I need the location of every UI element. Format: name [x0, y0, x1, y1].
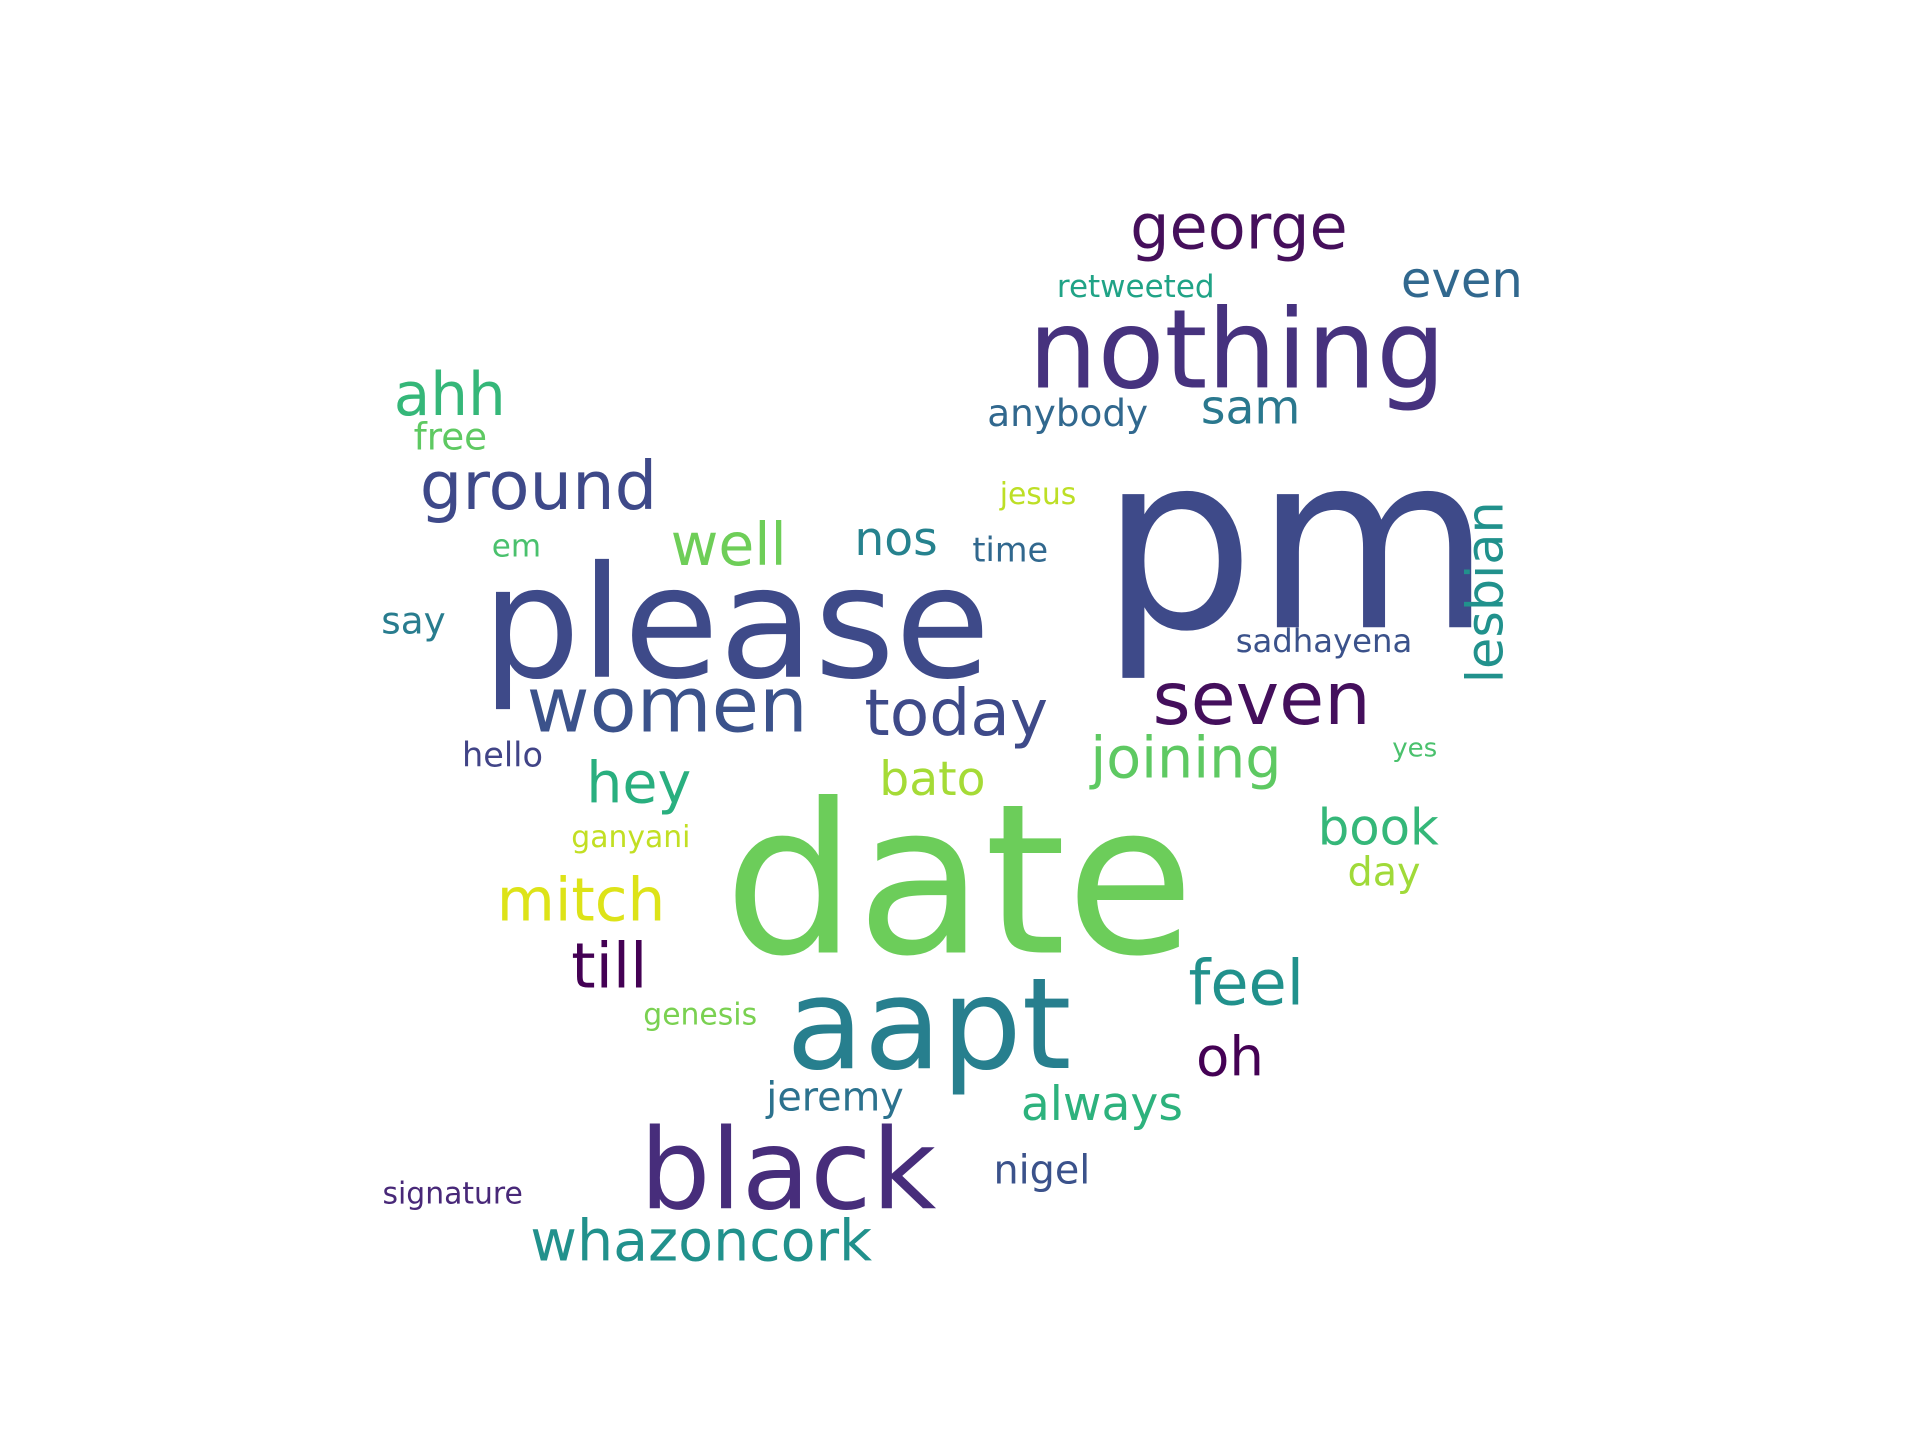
word-jeremy: jeremy: [765, 1074, 903, 1120]
word-feel: feel: [1189, 947, 1305, 1020]
word-joining: joining: [1088, 725, 1281, 791]
word-aapt: aapt: [786, 950, 1071, 1098]
word-em: em: [492, 528, 541, 564]
word-always: always: [1021, 1077, 1183, 1132]
word-black: black: [640, 1105, 937, 1235]
word-nos: nos: [854, 512, 937, 567]
word-mitch: mitch: [497, 866, 666, 935]
word-oh: oh: [1196, 1025, 1264, 1089]
word-book: book: [1318, 799, 1439, 857]
word-day: day: [1348, 850, 1421, 896]
word-date: date: [724, 760, 1194, 1003]
word-nigel: nigel: [994, 1148, 1091, 1194]
word-ground: ground: [420, 447, 657, 525]
word-please: please: [482, 533, 991, 714]
word-women: women: [527, 662, 808, 751]
word-even: even: [1401, 251, 1523, 309]
word-ahh: ahh: [394, 361, 506, 430]
word-till: till: [571, 929, 647, 1002]
word-signature: signature: [383, 1176, 523, 1211]
word-ganyani: ganyani: [571, 820, 690, 855]
word-hello: hello: [462, 735, 543, 774]
word-say: say: [381, 598, 445, 642]
word-well: well: [671, 511, 787, 579]
word-today: today: [864, 676, 1048, 751]
word-jesus: jesus: [999, 477, 1077, 512]
word-genesis: genesis: [643, 998, 757, 1033]
word-yes: yes: [1392, 733, 1437, 763]
word-bato: bato: [879, 752, 985, 807]
word-free: free: [414, 415, 488, 459]
word-nothing: nothing: [1028, 287, 1445, 414]
word-lesbian: lesbian: [1457, 501, 1516, 683]
word-time: time: [972, 530, 1048, 569]
word-retweeted: retweeted: [1057, 269, 1215, 305]
word-whazoncork: whazoncork: [530, 1209, 872, 1275]
word-pm: pm: [1100, 402, 1492, 685]
word-sadhayena: sadhayena: [1236, 622, 1413, 660]
word-sam: sam: [1201, 381, 1300, 436]
word-seven: seven: [1153, 657, 1371, 742]
word-anybody: anybody: [987, 391, 1148, 435]
word-george: george: [1130, 190, 1348, 263]
word-hey: hey: [586, 750, 691, 816]
